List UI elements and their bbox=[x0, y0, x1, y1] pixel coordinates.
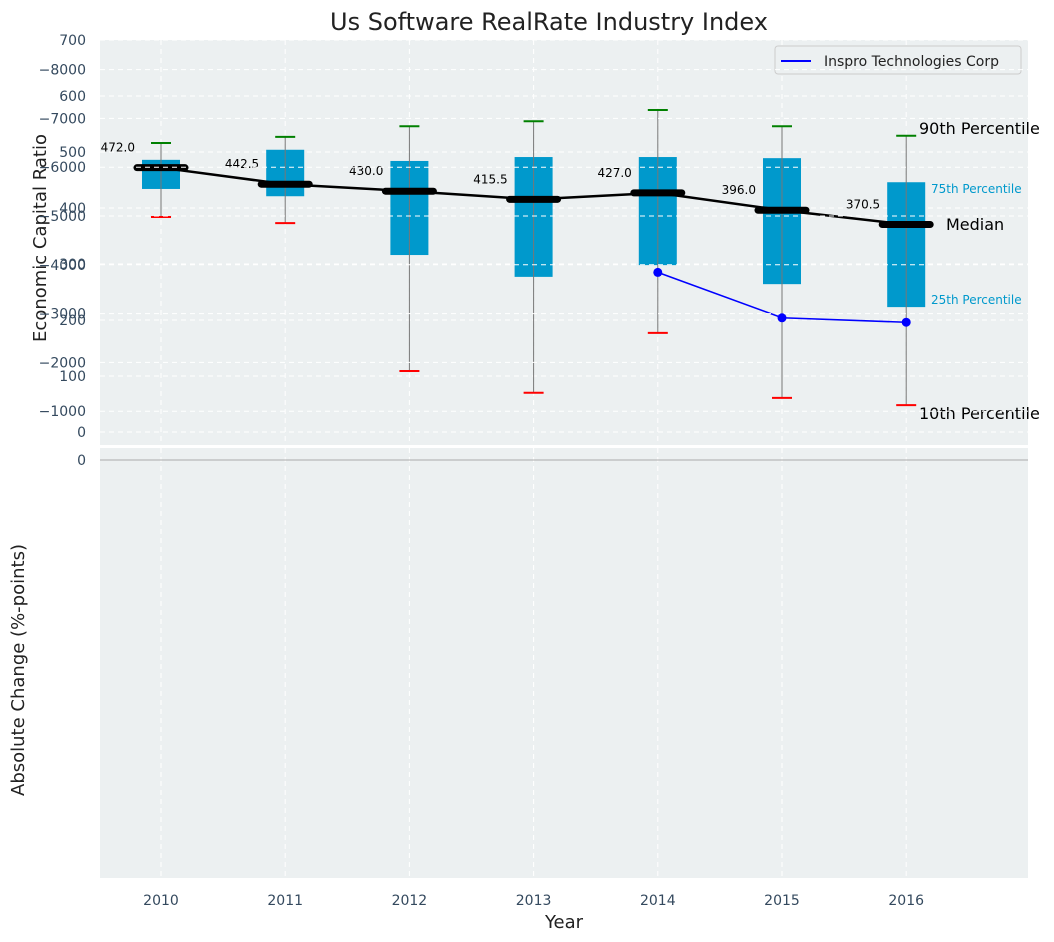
median-value-label: 396.0 bbox=[722, 183, 756, 197]
y-tick-label: 100 bbox=[59, 369, 86, 385]
legend: Inspro Technologies Corp bbox=[774, 45, 1022, 75]
annotation-p90: 90th Percentile bbox=[919, 119, 1040, 138]
y-tick-label: 600 bbox=[59, 89, 86, 105]
y-tick-label: −2000 bbox=[39, 355, 86, 371]
median-value-label: 430.0 bbox=[349, 164, 383, 178]
median-value-label: 442.5 bbox=[225, 157, 259, 171]
bottom-y-axis-label: Absolute Change (%-points) bbox=[8, 544, 29, 796]
x-tick-label: 2013 bbox=[516, 893, 552, 909]
x-axis-label: Year bbox=[544, 912, 584, 933]
y-tick-label: −4000 bbox=[39, 258, 86, 274]
x-tick-label: 2015 bbox=[764, 893, 800, 909]
annotation-p25: 25th Percentile bbox=[931, 293, 1022, 307]
y-tick-label: 0 bbox=[77, 425, 86, 441]
annotation-p75: 75th Percentile bbox=[931, 182, 1022, 196]
top-plot-background bbox=[100, 40, 1028, 445]
median-value-label: 370.5 bbox=[846, 198, 880, 212]
y-tick-label: −7000 bbox=[39, 111, 86, 127]
x-tick-label: 2012 bbox=[392, 893, 428, 909]
y-tick-label: −5000 bbox=[39, 209, 86, 225]
chart-title: Us Software RealRate Industry Index bbox=[330, 8, 768, 36]
median-value-label: 415.5 bbox=[473, 172, 507, 186]
company-point bbox=[653, 267, 663, 277]
x-tick-label: 2010 bbox=[143, 893, 179, 909]
bottom-y-ticks: 0 −1000 −2000 −3000 −4000 −5000 −6000 −7000 −800… bbox=[39, 63, 86, 469]
y-tick-label: −3000 bbox=[39, 307, 86, 323]
top-y-ticks: 0 100 200 300 400 500 600 700 bbox=[59, 33, 86, 441]
company-series bbox=[653, 267, 911, 327]
y-tick-label: −6000 bbox=[39, 160, 86, 176]
annotation-p10: 10th Percentile bbox=[919, 404, 1040, 423]
y-tick-label: 500 bbox=[59, 145, 86, 161]
x-tick-label: 2011 bbox=[267, 893, 303, 909]
y-tick-label: 700 bbox=[59, 33, 86, 49]
y-tick-label: 400 bbox=[59, 201, 86, 217]
y-tick-label: −8000 bbox=[39, 63, 86, 79]
percentile-annotations: 90th Percentile 75th Percentile Median 2… bbox=[919, 119, 1040, 423]
y-tick-label: 0 bbox=[77, 453, 86, 469]
median-value-label: 472.0 bbox=[101, 141, 135, 155]
x-tick-label: 2016 bbox=[888, 893, 924, 909]
bottom-plot-background bbox=[100, 448, 1028, 878]
x-ticks: 2010 2011 2012 2013 2014 2015 2016 bbox=[143, 893, 924, 909]
box-plot-group: 472.0 442.5 430.0 415.5 427.0 396.0 370.5 bbox=[101, 109, 926, 407]
company-point bbox=[777, 313, 787, 323]
legend-label: Inspro Technologies Corp bbox=[824, 54, 999, 70]
bottom-grid bbox=[100, 69, 1028, 878]
y-tick-label: 300 bbox=[59, 257, 86, 273]
top-y-axis-label: Economic Capital Ratio bbox=[30, 134, 51, 342]
y-tick-label: −1000 bbox=[39, 404, 86, 420]
y-tick-label: 200 bbox=[59, 313, 86, 329]
x-tick-label: 2014 bbox=[640, 893, 676, 909]
median-value-label: 427.0 bbox=[597, 166, 631, 180]
company-point bbox=[901, 317, 911, 327]
annotation-median: Median bbox=[946, 215, 1004, 234]
